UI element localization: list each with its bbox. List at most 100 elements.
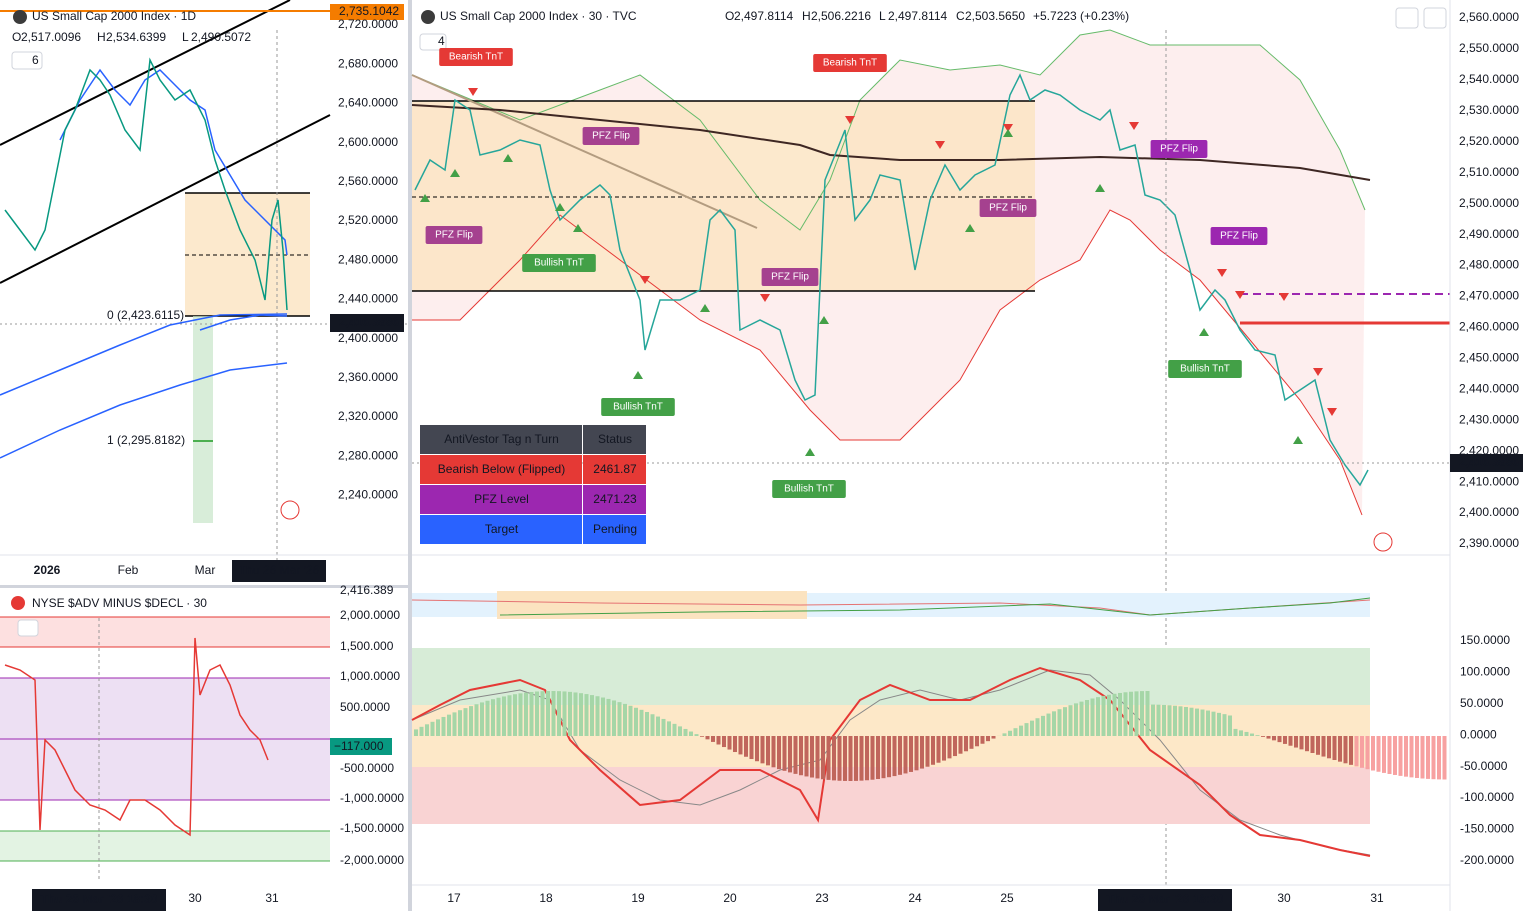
histogram-bar bbox=[502, 696, 506, 736]
price-tick: 2,550.0000 bbox=[1459, 41, 1519, 55]
collapse-button[interactable] bbox=[419, 33, 447, 51]
histogram-bar bbox=[876, 736, 880, 780]
histogram-bar bbox=[1063, 707, 1067, 736]
price-tick: 2,400.0000 bbox=[1459, 505, 1519, 519]
osc-tick: -100.0000 bbox=[1460, 790, 1514, 804]
price-tick: 2,560.0000 bbox=[338, 174, 398, 188]
table-cell bbox=[583, 455, 646, 484]
ohlc-value: 2,506.2216 bbox=[811, 9, 871, 23]
time-label: 17 bbox=[447, 891, 461, 905]
bullish-marker bbox=[700, 304, 710, 312]
ma bbox=[411, 104, 1371, 181]
chart-title: NYSE $ADV MINUS $DECL · 30 bbox=[32, 596, 207, 610]
bearish-marker bbox=[1003, 124, 1013, 132]
histogram-bar bbox=[722, 736, 726, 748]
histogram-bar bbox=[771, 736, 776, 768]
value-tick: 1,000.0000 bbox=[340, 669, 400, 683]
time-label: 31 bbox=[265, 891, 279, 905]
table-cell-text: PFZ Level bbox=[474, 492, 529, 506]
histogram-bar bbox=[749, 736, 754, 760]
histogram-bar bbox=[551, 691, 556, 736]
histogram-bar bbox=[683, 728, 688, 736]
price-tick: 2,470.0000 bbox=[1459, 289, 1519, 303]
ma bbox=[0, 313, 288, 396]
osc-tick: 50.0000 bbox=[1460, 696, 1504, 710]
band bbox=[0, 617, 330, 647]
fullscreen-button[interactable] bbox=[1423, 7, 1447, 29]
histogram-bar bbox=[942, 736, 946, 761]
histogram-bar bbox=[705, 736, 710, 740]
histogram-bar bbox=[672, 723, 677, 736]
bearish-marker bbox=[935, 141, 945, 149]
table-cell bbox=[420, 515, 582, 544]
histogram-bar bbox=[1387, 736, 1392, 774]
bullish-marker bbox=[1293, 436, 1303, 444]
histogram-bar bbox=[1398, 736, 1403, 776]
histogram-bar bbox=[925, 736, 930, 767]
left-top-plot bbox=[0, 0, 408, 582]
histogram-bar bbox=[694, 734, 699, 736]
value-tick: -1,000.0000 bbox=[340, 791, 404, 805]
bearish-marker bbox=[760, 294, 770, 302]
histogram-bar bbox=[1272, 736, 1276, 741]
histogram-bar bbox=[777, 736, 781, 770]
zone bbox=[412, 648, 1370, 705]
histogram-bar bbox=[799, 736, 803, 776]
table-cell bbox=[583, 485, 646, 514]
bullish-marker bbox=[965, 224, 975, 232]
badge bbox=[232, 560, 326, 582]
download-button[interactable] bbox=[1395, 7, 1419, 29]
histogram-bar bbox=[980, 736, 985, 744]
bearish-marker bbox=[468, 88, 478, 96]
bearish-marker bbox=[1279, 293, 1289, 301]
signal-label: Bullish TnT bbox=[613, 402, 663, 413]
histogram-bar bbox=[1101, 695, 1106, 736]
ohlc-key: L bbox=[182, 30, 189, 44]
signal-label-box bbox=[439, 48, 513, 66]
histogram-bar bbox=[1167, 705, 1172, 736]
histogram-bar bbox=[1123, 692, 1128, 736]
histogram-bar bbox=[903, 736, 908, 774]
signal-label-box bbox=[813, 54, 887, 72]
histogram-bar bbox=[1008, 730, 1012, 736]
price-tick: 2,390.0000 bbox=[1459, 536, 1519, 550]
fib-label: 0 (2,423.6115) bbox=[107, 308, 184, 322]
histogram-bar bbox=[584, 694, 589, 736]
histogram-bar bbox=[969, 736, 974, 749]
event-icon[interactable] bbox=[280, 500, 300, 520]
histogram-bar bbox=[837, 736, 842, 781]
histogram-bar bbox=[936, 736, 941, 763]
bearish-marker bbox=[1217, 269, 1227, 277]
upper-band bbox=[411, 29, 1366, 231]
histogram-bar bbox=[821, 736, 825, 780]
osc-tick: 0.0000 bbox=[1460, 727, 1497, 741]
price-tick: 2,440.0000 bbox=[1459, 381, 1519, 395]
collapse-button[interactable] bbox=[11, 51, 43, 70]
histogram-bar bbox=[1074, 703, 1078, 736]
histogram-bar bbox=[1233, 728, 1238, 736]
histogram-bar bbox=[1332, 736, 1337, 761]
histogram-bar bbox=[568, 691, 572, 736]
badge-text: 2,416.389 bbox=[340, 583, 394, 597]
price-tick: 2,520.0000 bbox=[1459, 134, 1519, 148]
price-tick: 2,520.0000 bbox=[338, 213, 398, 227]
histogram-bar bbox=[1316, 736, 1320, 755]
price-tick: 2,450.0000 bbox=[1459, 351, 1519, 365]
lower-band bbox=[412, 209, 1363, 516]
bearish-marker bbox=[845, 116, 855, 124]
histogram-bar bbox=[1288, 736, 1293, 746]
histogram-bar bbox=[810, 736, 814, 778]
histogram-bar bbox=[760, 736, 765, 764]
value-tick: -2,000.0000 bbox=[340, 853, 404, 867]
collapse-button[interactable] bbox=[17, 619, 39, 637]
signal-label: PFZ Flip bbox=[592, 131, 630, 142]
histogram-bar bbox=[1129, 691, 1133, 736]
histogram-bar bbox=[1217, 712, 1221, 736]
histogram-bar bbox=[914, 736, 919, 771]
event-icon[interactable] bbox=[1373, 532, 1393, 552]
histogram-bar bbox=[1310, 736, 1315, 754]
price-tick: 2,320.0000 bbox=[338, 409, 398, 423]
osc-tick: -50.0000 bbox=[1460, 759, 1508, 773]
histogram-bar bbox=[1437, 736, 1441, 780]
